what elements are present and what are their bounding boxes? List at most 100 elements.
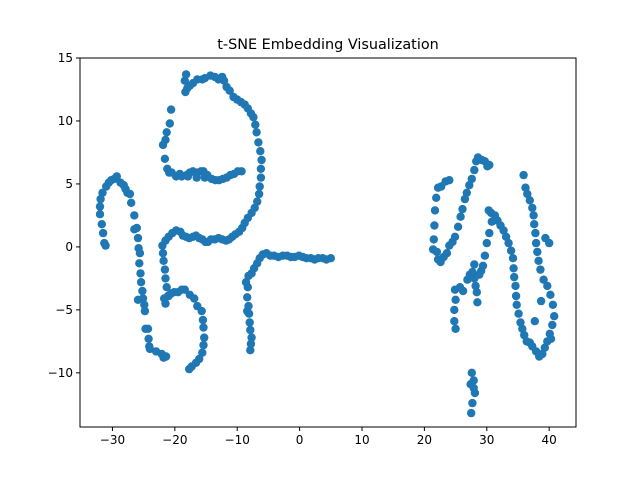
data-point — [246, 346, 255, 355]
data-point — [161, 274, 170, 283]
data-point — [125, 189, 135, 199]
data-point — [506, 246, 516, 255]
data-point — [198, 315, 208, 325]
data-point — [504, 238, 513, 248]
data-point — [165, 119, 174, 128]
data-point — [161, 299, 170, 308]
data-point — [472, 288, 481, 297]
data-point — [254, 189, 264, 199]
data-point — [534, 256, 543, 265]
data-point — [251, 120, 260, 129]
data-point — [531, 238, 541, 248]
data-point — [430, 221, 439, 230]
data-point — [97, 220, 107, 229]
data-point — [180, 76, 189, 85]
y-tick-label: 15 — [58, 51, 73, 65]
data-point — [450, 317, 459, 326]
data-point — [518, 324, 527, 333]
data-point — [257, 155, 266, 165]
data-point — [140, 306, 150, 316]
data-point — [470, 165, 479, 175]
x-tick-label: 30 — [479, 433, 494, 447]
data-point — [468, 267, 477, 277]
data-point — [450, 232, 460, 241]
data-point — [255, 182, 264, 191]
y-tick-label: 10 — [58, 114, 73, 128]
data-point — [95, 202, 105, 211]
x-tick-label: −20 — [162, 433, 187, 447]
data-point — [166, 105, 176, 114]
data-point — [538, 349, 547, 359]
data-point — [442, 249, 452, 258]
data-point — [200, 333, 209, 342]
data-point — [140, 300, 149, 309]
data-point — [175, 169, 184, 179]
data-point — [135, 259, 144, 268]
data-point — [469, 383, 478, 393]
data-point — [245, 318, 254, 327]
data-point — [326, 254, 335, 263]
data-point — [462, 188, 471, 197]
data-point — [530, 220, 539, 229]
data-point — [243, 306, 252, 316]
data-point — [199, 323, 208, 332]
data-point — [254, 138, 263, 147]
data-point — [480, 251, 490, 260]
data-point — [133, 233, 143, 243]
x-tick-label: 0 — [296, 433, 304, 447]
data-point — [509, 264, 518, 273]
data-point — [181, 70, 191, 79]
data-point — [467, 368, 476, 377]
data-point — [456, 212, 465, 221]
plot-frame — [79, 57, 577, 428]
data-point — [508, 254, 518, 263]
data-point — [237, 167, 246, 176]
data-point — [467, 174, 476, 184]
data-point — [501, 232, 511, 241]
data-point — [181, 87, 190, 97]
data-point — [190, 294, 199, 303]
data-point — [460, 194, 470, 204]
data-point — [511, 281, 520, 291]
data-point — [430, 206, 440, 215]
data-point — [539, 275, 548, 284]
data-point — [199, 340, 208, 350]
data-point — [540, 343, 549, 352]
data-point — [546, 290, 555, 299]
data-point — [546, 334, 556, 343]
data-point — [471, 281, 480, 291]
data-point — [241, 278, 251, 287]
data-point — [256, 147, 265, 156]
data-point — [256, 173, 266, 182]
x-tick-label: 10 — [354, 433, 369, 447]
data-point — [252, 128, 261, 137]
data-point — [246, 339, 256, 349]
data-point — [548, 320, 557, 330]
data-point — [246, 325, 255, 335]
data-point — [514, 309, 523, 318]
y-axis: −10 −5 0 5 10 15 — [48, 51, 80, 380]
data-point — [536, 296, 546, 306]
data-point — [253, 197, 262, 206]
data-point — [161, 352, 171, 361]
data-point — [250, 203, 259, 213]
data-point — [247, 333, 256, 342]
data-point — [451, 295, 460, 304]
data-point — [473, 298, 482, 307]
data-point — [183, 172, 193, 181]
data-point — [519, 170, 528, 180]
data-point — [510, 272, 519, 282]
data-point — [530, 317, 539, 326]
y-tick-label: 0 — [65, 240, 73, 254]
data-point — [521, 183, 530, 192]
y-tick-label: 5 — [65, 177, 73, 191]
data-point — [429, 235, 438, 244]
data-point — [432, 247, 442, 257]
data-point — [516, 318, 525, 327]
data-point — [531, 228, 540, 238]
data-point — [127, 198, 136, 207]
data-point — [160, 265, 170, 274]
data-point — [222, 82, 231, 92]
data-point — [136, 278, 146, 287]
